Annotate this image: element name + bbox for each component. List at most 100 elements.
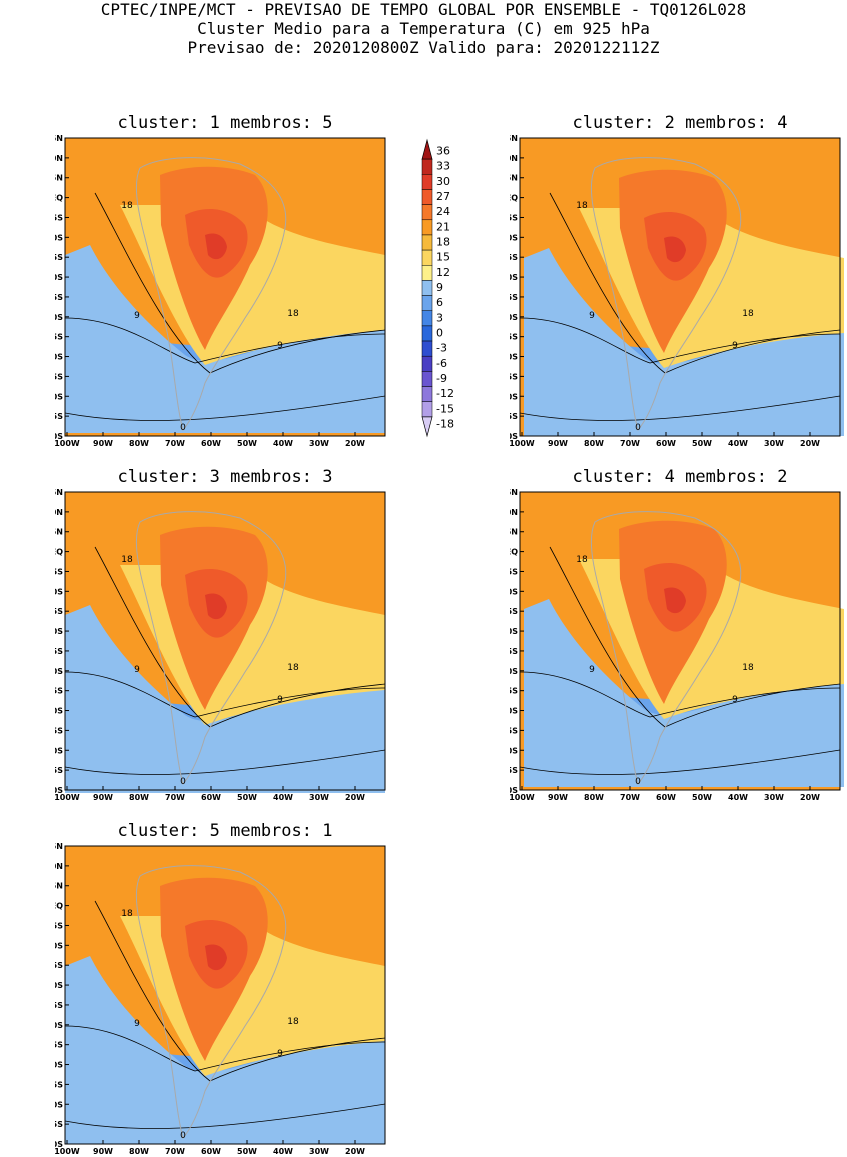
lon-tick-label: 20W	[345, 1147, 365, 1155]
colorbar-swatch	[421, 204, 433, 221]
lon-tick-label: 30W	[309, 439, 329, 447]
temperature-band	[664, 587, 686, 614]
lat-tick-label: 5N	[55, 174, 63, 183]
south-america-coastline	[135, 511, 287, 786]
temperature-map: 18 18 9 9 0 15N 10N 5N EQ 5S 10S 15S 20S 25S 30S 35S 40S…	[55, 134, 386, 447]
colorbar-swatch	[421, 219, 433, 236]
contour-label: 18	[121, 555, 133, 565]
header-line-2: Cluster Medio para a Temperatura (C) em …	[197, 19, 650, 38]
lat-tick-label: 50S	[510, 392, 518, 401]
lat-tick-label: 5N	[55, 882, 63, 891]
lat-tick-label: 45S	[510, 726, 518, 735]
contour-label: 18	[121, 909, 133, 919]
lat-tick-label: 10S	[510, 233, 518, 242]
map-frame	[64, 845, 386, 1145]
lat-tick-label: EQ	[510, 548, 518, 557]
lon-tick-label: 100W	[510, 793, 535, 801]
lon-tick-label: 40W	[728, 439, 748, 447]
temperature-band	[65, 605, 385, 793]
lat-tick-label: 55S	[55, 412, 63, 421]
lat-tick-label: 35S	[510, 687, 518, 696]
lon-tick-label: 80W	[129, 1147, 149, 1155]
colorbar-swatch	[421, 234, 433, 251]
lat-tick-label: 5S	[55, 213, 63, 222]
lon-tick-label: 100W	[55, 793, 80, 801]
lon-tick-label: 70W	[165, 1147, 185, 1155]
lat-tick-label: 30S	[510, 313, 518, 322]
lon-tick-label: 70W	[165, 793, 185, 801]
lat-tick-label: 40S	[510, 353, 518, 362]
contour-label: 9	[589, 665, 595, 675]
header-line-3: Previsao de: 2020120800Z Valido para: 20…	[187, 38, 660, 57]
colorbar-label: -9	[436, 372, 447, 385]
contour-line-0	[519, 749, 841, 775]
lat-tick-label: 15S	[510, 607, 518, 616]
lon-tick-label: 90W	[93, 1147, 113, 1155]
contour-line-9	[64, 671, 386, 718]
colorbar-label: 30	[436, 175, 450, 188]
map-frame	[64, 137, 386, 437]
lat-tick-label: 60S	[55, 432, 63, 441]
contour-label: 9	[277, 1049, 283, 1059]
contour-label: 18	[287, 309, 299, 319]
lat-tick-label: 30S	[510, 667, 518, 676]
lat-tick-label: 5S	[55, 567, 63, 576]
lon-tick-label: 40W	[273, 439, 293, 447]
colorbar-label: 15	[436, 251, 450, 264]
temperature-band	[205, 593, 227, 620]
lat-tick-label: 15N	[55, 488, 63, 497]
lat-tick-label: 30S	[55, 313, 63, 322]
lat-tick-label: 35S	[55, 333, 63, 342]
lat-tick-label: 25S	[510, 647, 518, 656]
lon-tick-label: 50W	[237, 793, 257, 801]
contour-label: 9	[134, 665, 140, 675]
contour-label: 0	[180, 423, 186, 433]
lat-tick-label: 30S	[55, 1021, 63, 1030]
lon-tick-label: 60W	[201, 1147, 221, 1155]
contour-label: 0	[180, 777, 186, 787]
lat-tick-label: 50S	[55, 1100, 63, 1109]
contour-label: 9	[732, 341, 738, 351]
colorbar-swatch	[421, 174, 433, 190]
lat-tick-label: 55S	[55, 766, 63, 775]
lat-tick-label: 15N	[55, 842, 63, 851]
colorbar-swatch	[421, 371, 433, 387]
colorbar-swatch	[421, 265, 433, 281]
colorbar-label: 0	[436, 326, 443, 339]
lat-tick-label: 50S	[55, 746, 63, 755]
lat-tick-label: 50S	[510, 746, 518, 755]
lat-tick-label: 10N	[510, 508, 518, 517]
contour-line-9	[64, 317, 386, 364]
lat-tick-label: 10N	[55, 154, 63, 163]
lat-tick-label: 45S	[510, 372, 518, 381]
contour-label: 9	[277, 341, 283, 351]
lat-tick-label: 45S	[55, 372, 63, 381]
lat-tick-label: 10N	[510, 154, 518, 163]
contour-label: 18	[287, 663, 299, 673]
lat-tick-label: 25S	[55, 293, 63, 302]
lat-tick-label: EQ	[510, 194, 518, 203]
lat-tick-label: 5N	[510, 174, 518, 183]
contour-label: 18	[576, 555, 588, 565]
lon-tick-label: 30W	[764, 793, 784, 801]
lat-tick-label: 60S	[55, 786, 63, 795]
lat-tick-label: 15S	[55, 607, 63, 616]
lon-tick-label: 100W	[55, 1147, 80, 1155]
colorbar-swatch	[421, 416, 433, 438]
lat-tick-label: 20S	[55, 981, 63, 990]
temperature-map: 18 18 9 9 0 15N 10N 5N EQ 5S 10S 15S 20S 25S 30S 35S 40S…	[55, 842, 386, 1155]
lon-tick-label: 90W	[93, 793, 113, 801]
lon-tick-label: 80W	[129, 793, 149, 801]
lon-tick-label: 50W	[692, 439, 712, 447]
map-frame	[64, 491, 386, 791]
lat-tick-label: 20S	[510, 273, 518, 282]
lat-tick-label: 40S	[510, 707, 518, 716]
lat-tick-label: 50S	[55, 392, 63, 401]
lat-tick-label: 5S	[55, 921, 63, 930]
lon-tick-label: 70W	[620, 793, 640, 801]
colorbar-swatch	[421, 295, 433, 311]
lat-tick-label: 40S	[55, 707, 63, 716]
lat-tick-label: 5N	[55, 528, 63, 537]
colorbar-swatch	[421, 340, 433, 357]
lon-tick-label: 20W	[345, 793, 365, 801]
